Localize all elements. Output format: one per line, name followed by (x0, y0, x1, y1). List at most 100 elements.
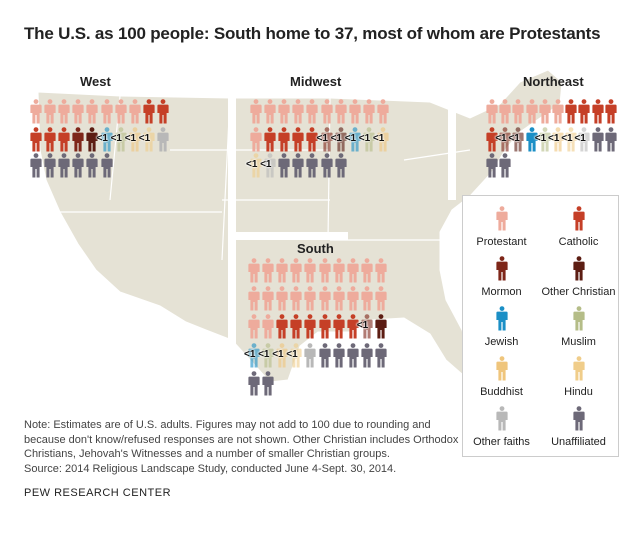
less-than-one-label: <1 (358, 133, 371, 144)
person-icon-buddhist (129, 127, 141, 152)
less-than-one-label: <1 (258, 349, 270, 360)
person-icon-unaffiliated (262, 371, 274, 396)
person-icon-protestant (72, 99, 84, 124)
person-icon-muslim (363, 127, 375, 152)
person-icon-protestant (250, 127, 262, 152)
person-icon (495, 206, 508, 231)
person-icon-unaffiliated (361, 343, 373, 368)
person-icon-protestant (499, 99, 511, 124)
person-icon-mormon (320, 127, 333, 152)
region-label-midwest: Midwest (290, 74, 342, 89)
less-than-one-label: <1 (508, 133, 520, 144)
person-icon-unaffiliated (44, 153, 56, 178)
person-icon-protestant (361, 286, 373, 311)
person-icon-unaffiliated (591, 127, 604, 152)
less-than-one-label: <1 (286, 349, 298, 360)
person-icon-catholic (290, 314, 302, 339)
person-icon-protestant (248, 258, 260, 283)
person-icon-protestant (512, 99, 524, 124)
person-icon-catholic (304, 314, 316, 339)
person-icon-hindu (143, 127, 155, 152)
footnote: Note: Estimates are of U.S. adults. Figu… (24, 418, 464, 476)
person-icon-unaffiliated (318, 343, 331, 368)
person-icon (495, 356, 508, 381)
person-icon-muslim (262, 343, 274, 368)
person-icon-protestant (100, 99, 113, 124)
person-icon-unaffiliated (58, 153, 70, 178)
less-than-one-label: <1 (260, 159, 272, 170)
person-icon-other_christian (375, 314, 387, 339)
region-label-west: West (80, 74, 111, 89)
chart-title: The U.S. as 100 people: South home to 37… (24, 24, 601, 43)
legend-label: Protestant (476, 236, 527, 248)
person-icon-catholic (347, 314, 359, 339)
person-icon-protestant (332, 258, 345, 283)
person-icon (572, 306, 585, 331)
person-icon-unaffiliated (100, 153, 113, 178)
person-icon-protestant (486, 99, 498, 124)
legend-label: Unaffiliated (551, 436, 606, 448)
person-icon-mormon (499, 127, 511, 152)
legend-label: Muslim (561, 336, 596, 348)
person-icon-unaffiliated (72, 153, 84, 178)
person-icon-protestant (375, 286, 387, 311)
person-icon-protestant (250, 99, 262, 124)
person-icon-unaffiliated (320, 153, 333, 178)
person-icon-catholic (565, 99, 577, 124)
person-icon-protestant (114, 99, 127, 124)
person-icon-protestant (332, 286, 345, 311)
person-icon-other_faiths (304, 343, 316, 368)
person-icon-protestant (320, 99, 333, 124)
person-icon-protestant (363, 99, 375, 124)
person-icon-unaffiliated (486, 153, 498, 178)
person-icon-protestant (290, 286, 302, 311)
person-icon-unaffiliated (248, 371, 260, 396)
person-icon-buddhist (552, 127, 564, 152)
person-icon-protestant (129, 99, 141, 124)
person-icon-hindu (250, 153, 262, 178)
person-icon-catholic (318, 314, 331, 339)
person-icon-protestant (304, 258, 316, 283)
legend-item-other_faiths: Other faiths (463, 406, 540, 448)
less-than-one-label: <1 (124, 133, 137, 144)
person-icon-unaffiliated (278, 153, 290, 178)
less-than-one-label: <1 (561, 133, 573, 144)
less-than-one-label: <1 (316, 133, 328, 144)
person-icon-jewish (100, 127, 113, 152)
less-than-one-label: <1 (246, 159, 258, 170)
person-icon-protestant (318, 286, 331, 311)
person-icon (495, 256, 508, 281)
person-icon-protestant (349, 99, 361, 124)
person-icon (572, 406, 585, 431)
person-icon-unaffiliated (86, 153, 98, 178)
person-icon-unaffiliated (375, 343, 387, 368)
person-icon-jewish (349, 127, 361, 152)
person-icon-protestant (262, 258, 274, 283)
legend: Protestant Catholic Mormon Other Christi… (462, 195, 619, 457)
less-than-one-label: <1 (372, 133, 385, 144)
person-icon-other_faiths (157, 127, 169, 152)
person-icon-protestant (375, 258, 387, 283)
person-icon-unaffiliated (332, 343, 345, 368)
legend-label: Other Christian (541, 286, 616, 298)
person-icon-protestant (86, 99, 98, 124)
person-icon-catholic (276, 314, 288, 339)
person-icon-protestant (318, 258, 331, 283)
person-icon-protestant (290, 258, 302, 283)
person-icon-protestant (539, 99, 551, 124)
person-icon-catholic (591, 99, 604, 124)
person-icon-other_faiths (578, 127, 590, 152)
person-icon-protestant (292, 99, 304, 124)
person-icon-unaffiliated (292, 153, 304, 178)
person-icon-other_christian (334, 127, 347, 152)
person-icon-unaffiliated (605, 127, 617, 152)
person-icon-protestant (278, 99, 290, 124)
person-icon (572, 256, 585, 281)
person-icon (572, 356, 585, 381)
person-icon-catholic (332, 314, 345, 339)
person-icon-muslim (114, 127, 127, 152)
less-than-one-label: <1 (244, 349, 256, 360)
person-icon-protestant (347, 286, 359, 311)
legend-label: Mormon (481, 286, 522, 298)
